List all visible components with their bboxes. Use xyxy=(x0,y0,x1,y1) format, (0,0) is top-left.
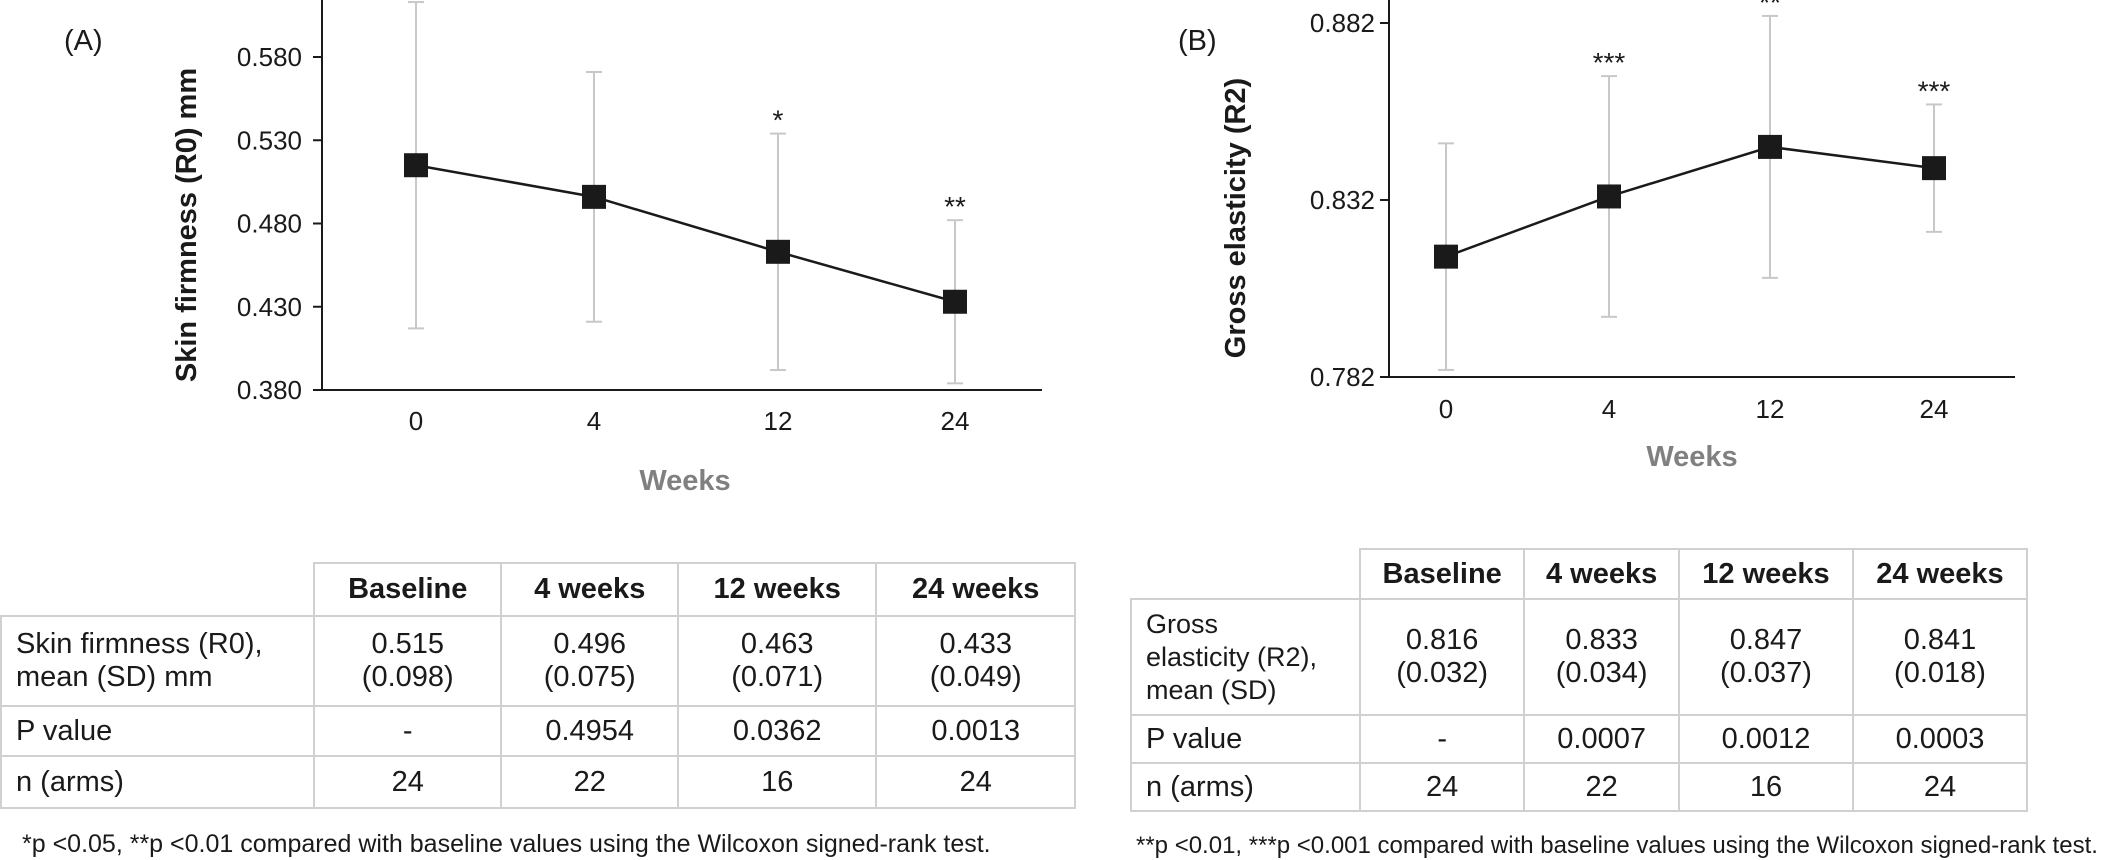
data-point xyxy=(943,289,967,314)
table-cell: 16 xyxy=(1677,762,1854,812)
table-cell: 0.841 (0.018) xyxy=(1851,598,2029,716)
row-label-line: Gross xyxy=(1146,608,1219,639)
table-cell: 0.463 (0.071) xyxy=(676,615,878,707)
x-tick-label: 12 xyxy=(1756,394,1785,424)
panel-letter: (A) xyxy=(64,25,103,57)
table-row: P value - 0.0007 0.0012 0.0003 xyxy=(1130,714,2029,764)
table-corner xyxy=(1131,549,1361,600)
row-label: Skin firmness (R0), mean (SD) mm xyxy=(0,615,315,707)
col-header: 4 weeks xyxy=(500,562,679,617)
x-axis-title: Weeks xyxy=(639,465,730,497)
data-point xyxy=(1597,184,1621,209)
significance-marker: ** xyxy=(944,191,966,222)
y-axis-title: Skin firmness (R0) mm xyxy=(171,68,203,382)
footnote-a: *p <0.05, **p <0.01 compared with baseli… xyxy=(22,830,991,858)
x-axis-title: Weeks xyxy=(1646,441,1737,473)
col-header: 12 weeks xyxy=(1677,548,1854,600)
row-label: n (arms) xyxy=(0,755,315,809)
table-cell: 24 xyxy=(312,755,503,809)
table-row: n (arms) 24 22 16 24 xyxy=(1130,762,2029,812)
table-row: Skin firmness (R0), mean (SD) mm 0.515 (0… xyxy=(0,615,1076,707)
y-tick-label: 0.782 xyxy=(1310,362,1375,392)
row-label: P value xyxy=(1130,714,1361,764)
x-tick-label: 0 xyxy=(409,406,423,436)
col-header: 24 weeks xyxy=(1851,548,2029,600)
table-cell: - xyxy=(312,705,503,757)
table-header-row: Baseline 4 weeks 12 weeks 24 weeks xyxy=(1131,548,2029,600)
data-point xyxy=(1922,156,1946,181)
table-cell: 0.0012 xyxy=(1677,714,1854,764)
x-tick-label: 24 xyxy=(941,406,970,436)
data-point xyxy=(1434,244,1458,269)
table-cell: 16 xyxy=(676,755,878,809)
col-header: 24 weeks xyxy=(875,562,1076,617)
row-label-line: mean (SD) xyxy=(1146,674,1277,705)
col-header: Baseline xyxy=(1358,548,1526,600)
row-label-line: mean (SD) mm xyxy=(16,661,213,693)
row-label: Gross elasticity (R2), mean (SD) xyxy=(1130,598,1361,716)
table-row: P value - 0.4954 0.0362 0.0013 xyxy=(0,705,1076,757)
table-cell: 0.833 (0.034) xyxy=(1523,598,1680,716)
footnote-b: **p <0.01, ***p <0.001 compared with bas… xyxy=(1136,832,2098,859)
significance-marker: ** xyxy=(1759,0,1781,18)
x-tick-label: 4 xyxy=(1602,394,1616,424)
y-tick-label: 0.882 xyxy=(1310,8,1375,38)
significance-marker: *** xyxy=(1918,75,1951,106)
table-cell: 24 xyxy=(1851,762,2029,812)
row-label-line: Skin firmness (R0), xyxy=(16,628,263,660)
significance-marker: * xyxy=(773,105,784,136)
table-cell: 0.847 (0.037) xyxy=(1677,598,1854,716)
y-tick-label: 0.430 xyxy=(237,292,302,322)
data-point xyxy=(404,153,428,178)
y-tick-label: 0.480 xyxy=(237,209,302,239)
y-tick-label: 0.832 xyxy=(1310,185,1375,215)
table-header-row: Baseline 4 weeks 12 weeks 24 weeks xyxy=(1,562,1076,617)
y-tick-label: 0.530 xyxy=(237,125,302,155)
table-cell: 22 xyxy=(1523,762,1680,812)
table-cell: 0.0003 xyxy=(1851,714,2029,764)
table-cell: 0.0007 xyxy=(1523,714,1680,764)
table-cell: 24 xyxy=(875,755,1076,809)
row-label-line: elasticity (R2), xyxy=(1146,641,1318,672)
data-point xyxy=(766,239,790,264)
table-a: Baseline 4 weeks 12 weeks 24 weeks Skin … xyxy=(0,562,1076,809)
chart-a: (A) 0.380 0.430 0.480 0.530 0.580 0 4 12 24 Weeks S… xyxy=(64,0,1042,497)
significance-marker: *** xyxy=(1593,47,1626,78)
col-header: 12 weeks xyxy=(676,562,878,617)
row-label: n (arms) xyxy=(1130,762,1361,812)
table-cell: 0.0013 xyxy=(875,705,1076,757)
series-line xyxy=(1445,145,1935,258)
y-axis-title: Gross elasticity (R2) xyxy=(1220,78,1252,358)
table-cell: 22 xyxy=(500,755,679,809)
table-row: Gross elasticity (R2), mean (SD) 0.816 (0… xyxy=(1130,598,2029,716)
x-tick-label: 4 xyxy=(587,406,601,436)
table-cell: 0.816 (0.032) xyxy=(1358,598,1526,716)
col-header: 4 weeks xyxy=(1523,548,1680,600)
x-tick-label: 12 xyxy=(764,406,793,436)
x-tick-label: 24 xyxy=(1920,394,1949,424)
table-cell: 0.0362 xyxy=(676,705,878,757)
row-label: P value xyxy=(0,705,315,757)
y-tick-label: 0.580 xyxy=(237,42,302,72)
x-tick-label: 0 xyxy=(1439,394,1453,424)
table-corner xyxy=(1,563,315,617)
table-row: n (arms) 24 22 16 24 xyxy=(0,755,1076,809)
table-cell: 24 xyxy=(1358,762,1526,812)
table-cell: 0.515 (0.098) xyxy=(312,615,503,707)
chart-b: (B) 0.782 0.832 0.882 0 4 12 24 Weeks Gross elast… xyxy=(1178,0,2015,473)
data-point xyxy=(1758,134,1782,159)
table-cell: 0.433 (0.049) xyxy=(875,615,1076,707)
panel-letter: (B) xyxy=(1178,25,1217,57)
col-header: Baseline xyxy=(312,562,503,617)
table-cell: - xyxy=(1358,714,1526,764)
table-cell: 0.4954 xyxy=(500,705,679,757)
table-cell: 0.496 (0.075) xyxy=(500,615,679,707)
table-b: Baseline 4 weeks 12 weeks 24 weeks Gross… xyxy=(1130,548,2029,812)
data-point xyxy=(582,184,606,209)
y-tick-label: 0.380 xyxy=(237,375,302,405)
series-line xyxy=(415,163,956,303)
